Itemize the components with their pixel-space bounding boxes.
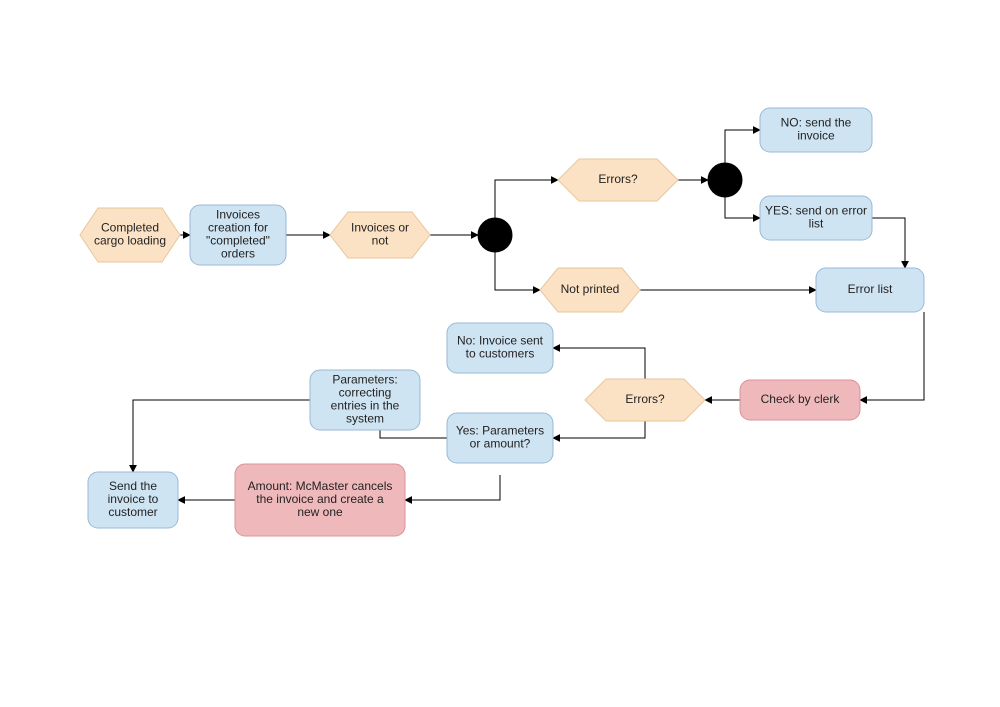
node-n5: NO: send theinvoice — [760, 108, 872, 152]
edge-c2-n6 — [725, 197, 760, 218]
edge-n12-n14 — [405, 475, 500, 500]
node-n11: No: Invoice sentto customers — [447, 323, 553, 373]
node-label: Send theinvoice tocustomer — [108, 479, 159, 519]
node-n1: Completedcargo loading — [80, 208, 180, 262]
node-n13: Parameters:correctingentries in thesyste… — [310, 370, 420, 430]
node-n7: Not printed — [540, 268, 640, 312]
node-n8: Error list — [816, 268, 924, 312]
node-n10: Errors? — [585, 379, 705, 421]
node-n3: Invoices ornot — [330, 212, 430, 258]
nodes-group: Completedcargo loading Invoicescreation f… — [80, 108, 924, 536]
node-label: Errors? — [598, 172, 638, 186]
node-label: Check by clerk — [761, 392, 841, 406]
edge-n13-n15 — [133, 400, 310, 472]
node-n6: YES: send on errorlist — [760, 196, 872, 240]
flowchart-canvas: Completedcargo loading Invoicescreation f… — [0, 0, 1000, 707]
node-n9: Check by clerk — [740, 380, 860, 420]
node-label: Completedcargo loading — [94, 221, 166, 248]
node-c1 — [478, 218, 512, 252]
node-label: Error list — [848, 282, 893, 296]
node-n12: Yes: Parametersor amount? — [447, 413, 553, 463]
node-c2 — [708, 163, 742, 197]
edge-n6-n8 — [872, 218, 905, 268]
node-label: No: Invoice sentto customers — [457, 334, 544, 361]
edge-c1-n4 — [495, 180, 558, 218]
edge-n10-n12 — [553, 421, 645, 438]
node-label: Not printed — [561, 282, 620, 296]
edge-c2-n5 — [725, 130, 760, 163]
edge-c1-n7 — [495, 252, 540, 290]
edge-n12-n13 — [380, 430, 447, 438]
edge-n10-n11 — [553, 348, 645, 379]
node-n2: Invoicescreation for"completed"orders — [190, 205, 286, 265]
node-n14: Amount: McMaster cancelsthe invoice and … — [235, 464, 405, 536]
node-label: Errors? — [625, 392, 665, 406]
node-n4: Errors? — [558, 159, 678, 201]
edge-n8-n9 — [860, 312, 924, 400]
node-n15: Send theinvoice tocustomer — [88, 472, 178, 528]
